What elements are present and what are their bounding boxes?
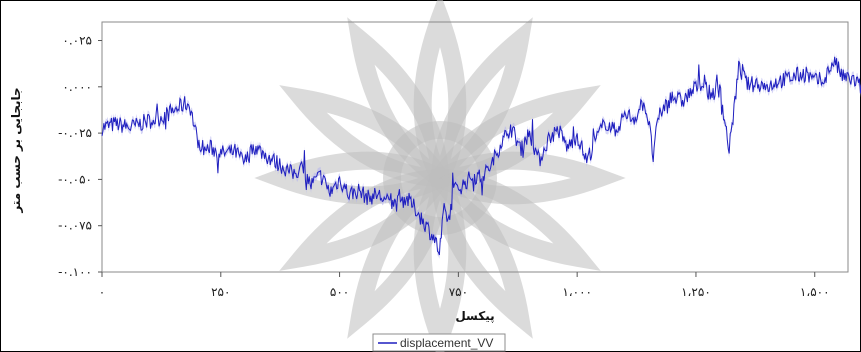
x-tick-label: ۵۰۰ <box>330 285 349 299</box>
x-tick-label: ۰ <box>99 285 105 299</box>
watermark-emblem <box>254 0 626 352</box>
x-tick-label: ۱،۵۰۰ <box>800 285 830 299</box>
series-error-band <box>102 52 861 259</box>
plot-area <box>101 21 849 273</box>
x-tick-label: ۷۵۰ <box>449 285 468 299</box>
x-axis-title: پیکسل <box>455 309 494 323</box>
y-axis: ۰.۰۲۵ ۰.۰۰۰ -۰.۰۲۵ -۰.۰۵۰ -۰.۰۷۵ -۰.۱۰۰ <box>58 34 102 279</box>
legend-box <box>372 333 506 352</box>
series-line-displacement-vv <box>101 56 861 256</box>
y-tick-label: ۰.۰۰۰ <box>62 80 92 94</box>
y-tick-label: -۰.۰۷۵ <box>58 219 92 233</box>
y-axis-title: جابجایی بر حسب متر <box>9 87 23 213</box>
x-tick-label: ۱،۰۰۰ <box>562 285 592 299</box>
x-axis: ۰ ۲۵۰ ۵۰۰ ۷۵۰ ۱،۰۰۰ ۱،۲۵۰ ۱،۵۰۰ <box>99 272 830 299</box>
y-tick-label: ۰.۰۲۵ <box>62 34 92 48</box>
y-tick-label: -۰.۰۲۵ <box>58 126 92 140</box>
series-layer <box>101 56 861 256</box>
legend-label: displacement_VV <box>400 336 493 350</box>
y-tick-label: -۰.۱۰۰ <box>58 265 92 279</box>
x-tick-label: ۱،۲۵۰ <box>681 285 711 299</box>
watermark-ring <box>383 121 497 235</box>
legend: displacement_VV <box>372 333 506 352</box>
x-tick-label: ۲۵۰ <box>211 285 230 299</box>
y-tick-label: -۰.۰۵۰ <box>58 172 92 186</box>
series-band-layer <box>102 52 861 259</box>
